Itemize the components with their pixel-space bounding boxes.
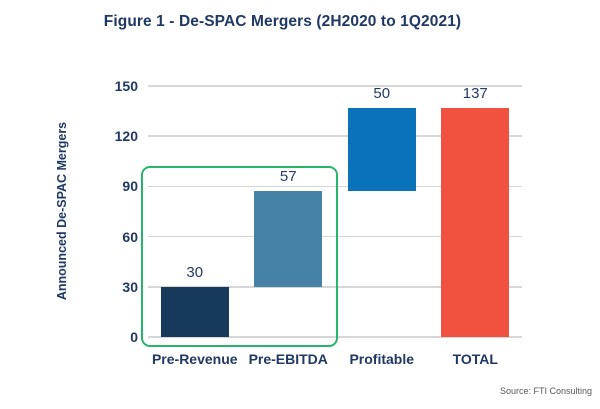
- category-label-pre-revenue: Pre-Revenue: [151, 351, 238, 367]
- bar-value-label-profitable: 50: [373, 84, 391, 102]
- y-tick-label-120: 120: [114, 128, 138, 145]
- gridline-y-150: [148, 85, 522, 87]
- source-note: Source: FTI Consulting: [499, 386, 592, 396]
- bar-value-label-pre-ebitda: 57: [279, 168, 297, 186]
- y-tick-label-150: 150: [114, 78, 138, 94]
- bar-value-label-total: 137: [462, 84, 488, 102]
- bar-profitable: [347, 107, 416, 192]
- bar-total: [441, 107, 510, 337]
- y-tick-label-30: 30: [122, 278, 138, 295]
- gridline-y-30: [148, 286, 522, 288]
- category-label-total: TOTAL: [452, 351, 498, 367]
- y-axis-title: Announced De-SPAC Mergers: [55, 121, 69, 301]
- highlight-box: [140, 166, 339, 347]
- y-tick-label-0: 0: [130, 329, 138, 345]
- gridline-y-60: [148, 235, 522, 238]
- bar-value-label-pre-revenue: 30: [186, 263, 204, 281]
- bar-pre-revenue: [160, 286, 229, 337]
- figure-title: Figure 1 - De-SPAC Mergers (2H2020 to 1Q…: [103, 13, 462, 30]
- gridline-y-0: [148, 336, 522, 338]
- category-label-pre-ebitda: Pre-EBITDA: [248, 351, 328, 367]
- y-tick-label-90: 90: [122, 178, 138, 195]
- bar-pre-ebitda: [254, 191, 323, 287]
- y-tick-label-60: 60: [122, 228, 138, 245]
- category-label-profitable: Profitable: [349, 351, 415, 367]
- gridline-y-90: [148, 185, 522, 188]
- gridline-y-120: [148, 135, 522, 137]
